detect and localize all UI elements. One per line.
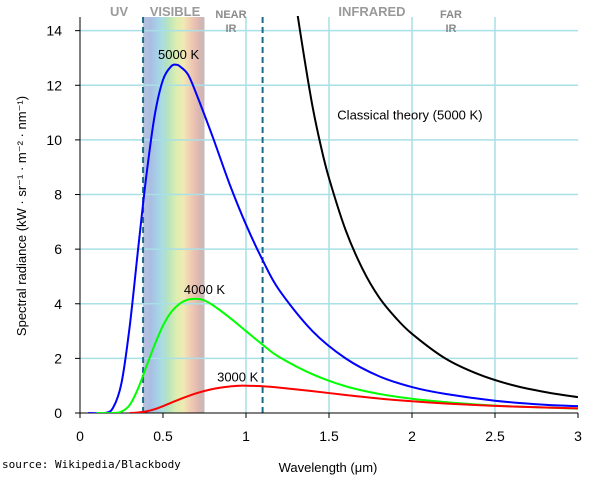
x-tick-label: 0.5 (153, 428, 173, 444)
y-axis-title: Spectral radiance (kW · sr⁻¹ · m⁻² · nm⁻… (14, 96, 29, 336)
y-tick-label: 6 (54, 241, 62, 257)
series-line-classical-theory-5000-k (296, 16, 578, 399)
region-label-uv: UV (110, 4, 128, 19)
curve-annotation: 5000 K (158, 47, 200, 62)
source-note: source: Wikipedia/Blackbody (2, 458, 181, 471)
region-label-visible: VISIBLE (150, 4, 201, 19)
series-line-3000-k (129, 384, 578, 413)
y-tick-label: 8 (54, 187, 62, 203)
x-tick-label: 2.5 (485, 428, 505, 444)
region-label-far-ir: FAR IR (440, 9, 462, 35)
curve-annotation: 4000 K (184, 282, 226, 297)
series-line-4000-k (96, 297, 578, 413)
x-tick-label: 0 (76, 428, 84, 444)
y-tick-label: 2 (54, 350, 62, 366)
x-tick-label: 3 (574, 428, 582, 444)
y-tick-label: 0 (54, 405, 62, 421)
y-tick-label: 10 (46, 132, 62, 148)
curve-annotation: Classical theory (5000 K) (337, 107, 482, 122)
x-axis-title: Wavelength (μm) (279, 460, 378, 475)
x-tick-label: 1 (242, 428, 250, 444)
curve-annotation: 3000 K (217, 369, 259, 384)
y-tick-label: 4 (54, 296, 62, 312)
x-tick-label: 2 (408, 428, 416, 444)
region-label-near-ir: NEAR IR (215, 9, 246, 35)
curves-group (88, 16, 578, 413)
series-line-5000-k (88, 63, 578, 413)
x-tick-label: 1.5 (319, 428, 339, 444)
y-tick-label: 12 (46, 77, 62, 93)
region-label-infrared: INFRARED (338, 4, 405, 19)
y-tick-label: 14 (46, 23, 62, 39)
